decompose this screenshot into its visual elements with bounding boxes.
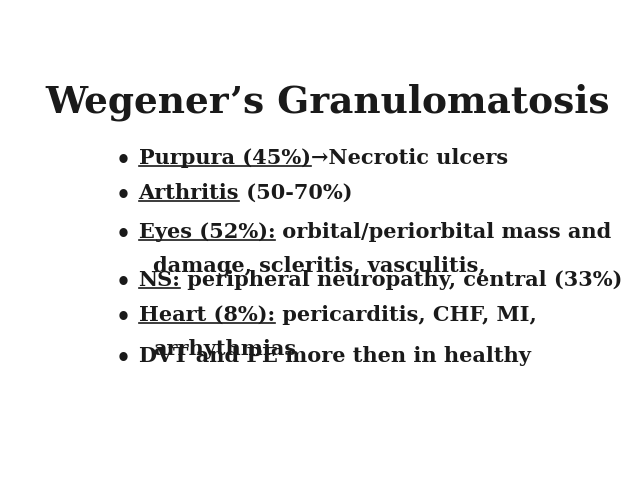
Text: arrhythmias: arrhythmias: [154, 339, 296, 359]
Text: •: •: [116, 183, 131, 207]
Text: •: •: [116, 270, 131, 294]
Text: Purpura (45%): Purpura (45%): [138, 148, 310, 168]
Text: Wegener’s Granulomatosis: Wegener’s Granulomatosis: [45, 84, 611, 121]
Text: damage, scleritis, vasculitis,: damage, scleritis, vasculitis,: [154, 256, 486, 276]
Text: •: •: [116, 305, 131, 329]
Text: (50-70%): (50-70%): [239, 183, 353, 203]
Text: Eyes (52%):: Eyes (52%):: [138, 222, 275, 242]
Text: Arthritis: Arthritis: [138, 183, 239, 203]
Text: •: •: [116, 148, 131, 172]
Text: Heart (8%):: Heart (8%):: [138, 305, 275, 325]
Text: orbital/periorbital mass and: orbital/periorbital mass and: [275, 222, 611, 242]
Text: peripheral neuropathy, central (33%): peripheral neuropathy, central (33%): [180, 270, 623, 290]
Text: •: •: [116, 346, 131, 370]
Text: pericarditis, CHF, MI,: pericarditis, CHF, MI,: [275, 305, 536, 325]
Text: NS:: NS:: [138, 270, 180, 290]
Text: DVT and PE more then in healthy: DVT and PE more then in healthy: [138, 346, 531, 366]
Text: →Necrotic ulcers: →Necrotic ulcers: [310, 148, 508, 168]
Text: •: •: [116, 222, 131, 246]
